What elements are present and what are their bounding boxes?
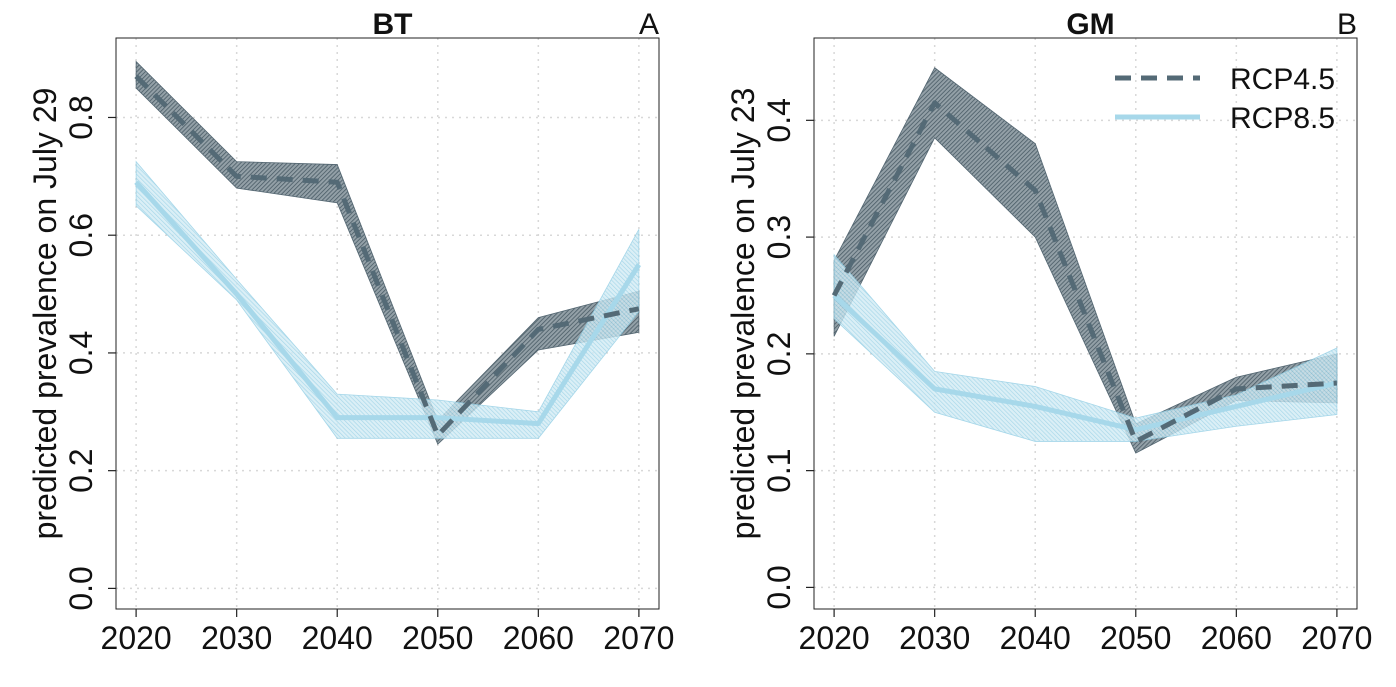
x-tick-label: 2020 bbox=[101, 620, 172, 656]
legend-label-rcp85: RCP8.5 bbox=[1230, 102, 1335, 135]
x-tick-label: 2030 bbox=[899, 620, 970, 656]
y-tick-label: 0.0 bbox=[761, 565, 797, 609]
y-axis: 0.0 0.1 0.2 0.3 0.4 bbox=[761, 98, 814, 610]
x-axis: 2020 2030 2040 2050 2060 2070 bbox=[799, 609, 1372, 656]
series-lines bbox=[831, 100, 1338, 444]
x-tick-label: 2070 bbox=[1301, 620, 1372, 656]
legend: RCP4.5 RCP8.5 bbox=[1115, 63, 1335, 135]
panel-b: 2020 2030 2040 2050 2060 2070 0.0 0.1 0.2 0.3 0.4… bbox=[725, 8, 1372, 656]
x-tick-label: 2070 bbox=[603, 620, 674, 656]
y-axis-label: predicted prevalence on July 29 bbox=[27, 88, 63, 540]
confidence-bands bbox=[135, 60, 640, 445]
line-rcp45 bbox=[134, 74, 640, 438]
y-tick-label: 0.6 bbox=[63, 213, 99, 257]
series-lines bbox=[134, 74, 642, 438]
x-axis: 2020 2030 2040 2050 2060 2070 bbox=[101, 609, 674, 656]
x-tick-label: 2020 bbox=[799, 620, 870, 656]
x-tick-label: 2040 bbox=[1000, 620, 1071, 656]
x-tick-label: 2050 bbox=[1100, 620, 1171, 656]
x-tick-label: 2060 bbox=[503, 620, 574, 656]
band-rcp45 bbox=[135, 60, 640, 445]
y-tick-label: 0.8 bbox=[63, 95, 99, 139]
panel-a: 2020 2030 2040 2050 2060 2070 0.0 0.2 0.4 0.6 0.8… bbox=[27, 8, 674, 656]
y-tick-label: 0.2 bbox=[63, 448, 99, 492]
plot-frame bbox=[115, 37, 660, 610]
legend-label-rcp45: RCP4.5 bbox=[1230, 63, 1335, 96]
panel-label: B bbox=[1337, 8, 1357, 41]
panel-title: GM bbox=[1066, 8, 1114, 41]
y-tick-label: 0.4 bbox=[63, 331, 99, 375]
band-rcp85 bbox=[135, 160, 640, 439]
y-tick-label: 0.0 bbox=[63, 566, 99, 610]
line-rcp85 bbox=[832, 293, 1338, 433]
x-tick-label: 2060 bbox=[1201, 620, 1272, 656]
y-tick-label: 0.2 bbox=[761, 332, 797, 376]
x-tick-label: 2040 bbox=[302, 620, 373, 656]
x-tick-label: 2030 bbox=[201, 620, 272, 656]
panel-title: BT bbox=[373, 8, 413, 41]
plot-frame bbox=[813, 37, 1358, 610]
y-tick-label: 0.3 bbox=[761, 215, 797, 259]
x-tick-label: 2050 bbox=[402, 620, 473, 656]
y-axis: 0.0 0.2 0.4 0.6 0.8 bbox=[63, 95, 116, 611]
y-tick-label: 0.1 bbox=[761, 448, 797, 492]
panel-label: A bbox=[639, 8, 659, 41]
line-rcp85 bbox=[134, 180, 642, 427]
y-axis-label: predicted prevalence on July 23 bbox=[725, 88, 761, 540]
y-tick-label: 0.4 bbox=[761, 98, 797, 142]
